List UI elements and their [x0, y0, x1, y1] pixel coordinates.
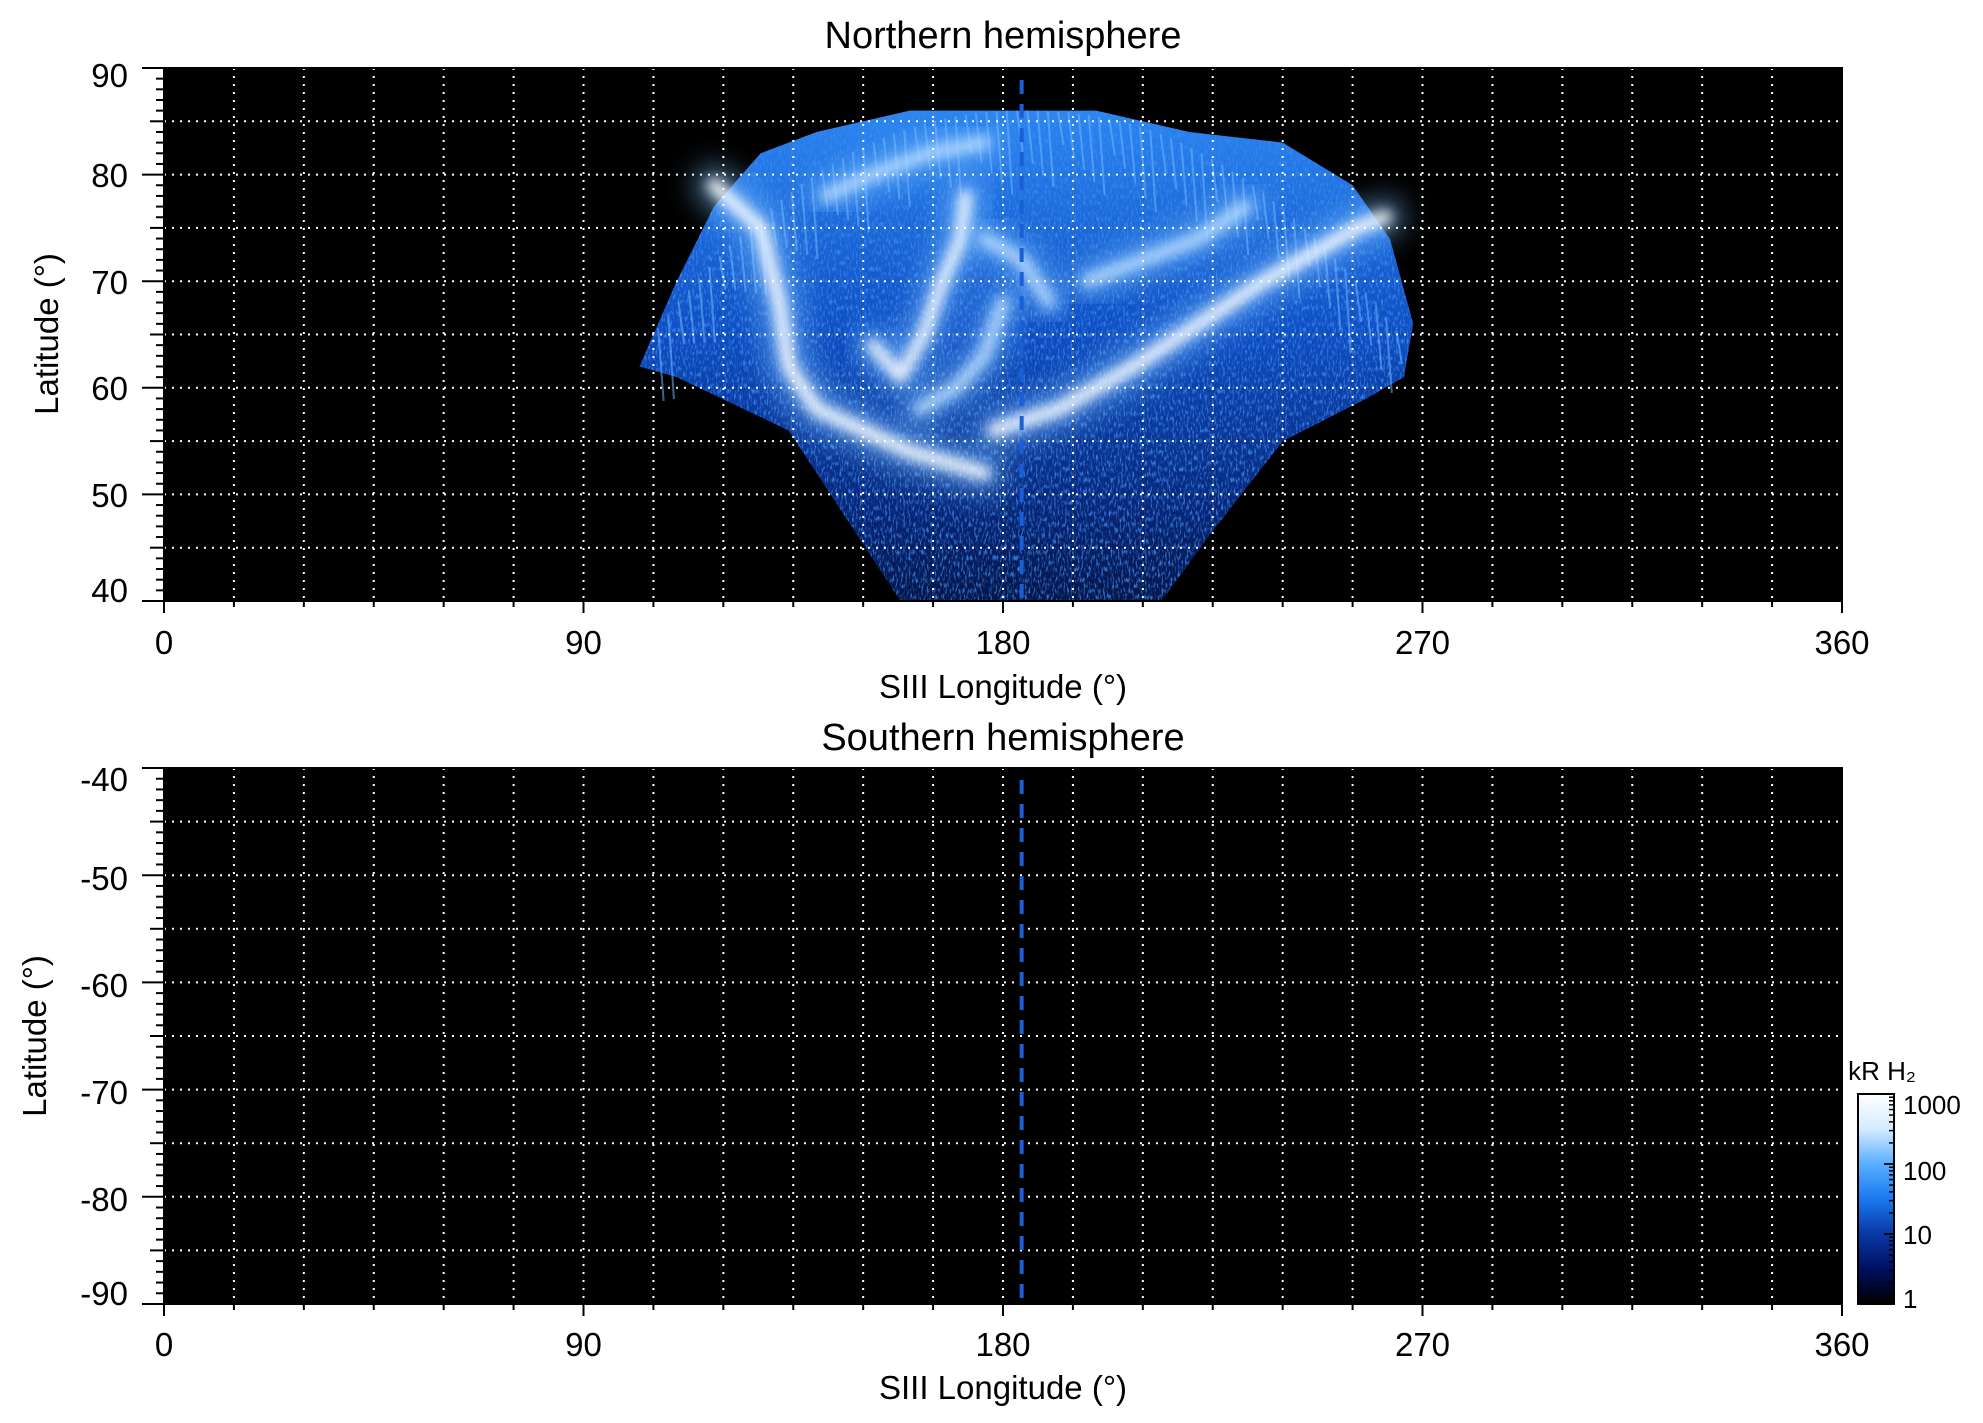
northern-axis-ticks: [142, 67, 1843, 613]
colorbar-tick-1: 1: [1903, 1284, 1917, 1314]
emission-streak: [1385, 317, 1393, 393]
emission-feature-arc: [866, 189, 973, 384]
southern-xtick-3: 270: [1395, 1326, 1450, 1363]
emission-streak: [698, 278, 706, 344]
emission-streak: [657, 328, 665, 401]
emission-streak: [1128, 123, 1137, 184]
northern-ytick-80: 80: [91, 157, 128, 194]
southern-ytick-m90: -90: [80, 1275, 128, 1312]
emission-streak: [1169, 138, 1178, 190]
colorbar-ticks: [1884, 1093, 1894, 1305]
northern-xtick-0: 0: [155, 624, 173, 661]
emission-streak: [1374, 304, 1383, 369]
emission-streak: [1057, 111, 1065, 146]
northern-title: Northern hemisphere: [825, 15, 1182, 57]
southern-ytick-m40: -40: [80, 761, 128, 798]
southern-xtick-4: 360: [1814, 1326, 1869, 1363]
southern-ytick-m80: -80: [80, 1181, 128, 1218]
emission-streak: [667, 315, 675, 400]
southern-title: Southern hemisphere: [821, 717, 1184, 759]
northern-ytick-50: 50: [91, 477, 128, 514]
emission-streak: [739, 235, 747, 293]
southern-ylabel: Latitude (°): [16, 955, 53, 1117]
emission-streak: [780, 199, 788, 248]
emission-streak: [1344, 269, 1352, 353]
emission-streak: [1087, 114, 1096, 183]
northern-ytick-90: 90: [91, 57, 128, 94]
emission-streak: [677, 302, 686, 345]
northern-xtick-3: 270: [1395, 624, 1450, 661]
emission-streak: [1190, 147, 1198, 222]
southern-ytick-m70: -70: [80, 1074, 128, 1111]
colorbar: kR H₂ 1000 100 10 1: [1848, 1056, 1961, 1314]
northern-xlabel: SIII Longitude (°): [879, 668, 1127, 705]
northern-ytick-70: 70: [91, 264, 128, 301]
emission-streak: [1026, 110, 1034, 164]
emission-streak: [1098, 116, 1106, 196]
emission-streak: [728, 245, 737, 291]
colorbar-label: kR H₂: [1848, 1056, 1916, 1086]
northern-xtick-4: 360: [1814, 624, 1869, 661]
emission-streak: [1180, 142, 1188, 206]
emission-streak: [1272, 201, 1280, 259]
colorbar-tick-1000: 1000: [1903, 1090, 1961, 1120]
southern-xtick-1: 90: [565, 1326, 602, 1363]
northern-ylabel: Latitude (°): [28, 253, 65, 415]
southern-xtick-0: 0: [155, 1326, 173, 1363]
emission-streak: [1354, 280, 1362, 323]
northern-panel: Northern hemisphere 0 90 180 270 360 90 …: [28, 15, 1870, 705]
emission-feature-arc: [820, 136, 991, 202]
southern-grid: [164, 768, 1842, 1304]
emission-streak: [1159, 134, 1168, 175]
southern-panel: Southern hemisphere 0 90 180 270 360 -40…: [16, 717, 1870, 1406]
emission-streak: [1118, 121, 1127, 170]
emission-streak: [1210, 158, 1219, 203]
northern-xtick-2: 180: [975, 624, 1030, 661]
emission-streak: [1149, 130, 1157, 213]
emission-streak: [1077, 113, 1086, 170]
northern-ytick-40: 40: [91, 572, 128, 609]
emission-streak: [1364, 292, 1373, 346]
emission-streak: [800, 184, 809, 255]
emission-streak: [1108, 118, 1116, 156]
emission-streak: [708, 267, 716, 343]
northern-ytick-60: 60: [91, 370, 128, 407]
colorbar-tick-100: 100: [1903, 1156, 1946, 1186]
southern-xlabel: SIII Longitude (°): [879, 1369, 1127, 1406]
southern-axis-ticks: [142, 767, 1843, 1316]
northern-xtick-1: 90: [565, 624, 602, 661]
emission-feature-arc: [986, 210, 1393, 438]
southern-xtick-2: 180: [975, 1326, 1030, 1363]
southern-ytick-m60: -60: [80, 967, 128, 1004]
emission-feature-arc: [912, 296, 1010, 416]
emission-streak: [1262, 192, 1270, 240]
emission-feature-arc: [707, 178, 992, 481]
colorbar-tick-10: 10: [1903, 1220, 1932, 1250]
emission-streak: [1139, 126, 1147, 198]
emission-feature-arc: [1080, 200, 1252, 288]
emission-streak: [1005, 110, 1014, 195]
emission-streak: [1333, 258, 1342, 331]
emission-streak: [1036, 110, 1045, 175]
colorbar-gradient: [1857, 1093, 1895, 1305]
emission-streak: [1395, 330, 1403, 365]
northern-emission-region: [639, 110, 1414, 601]
northern-grid: [164, 68, 1842, 601]
southern-ytick-m50: -50: [80, 860, 128, 897]
